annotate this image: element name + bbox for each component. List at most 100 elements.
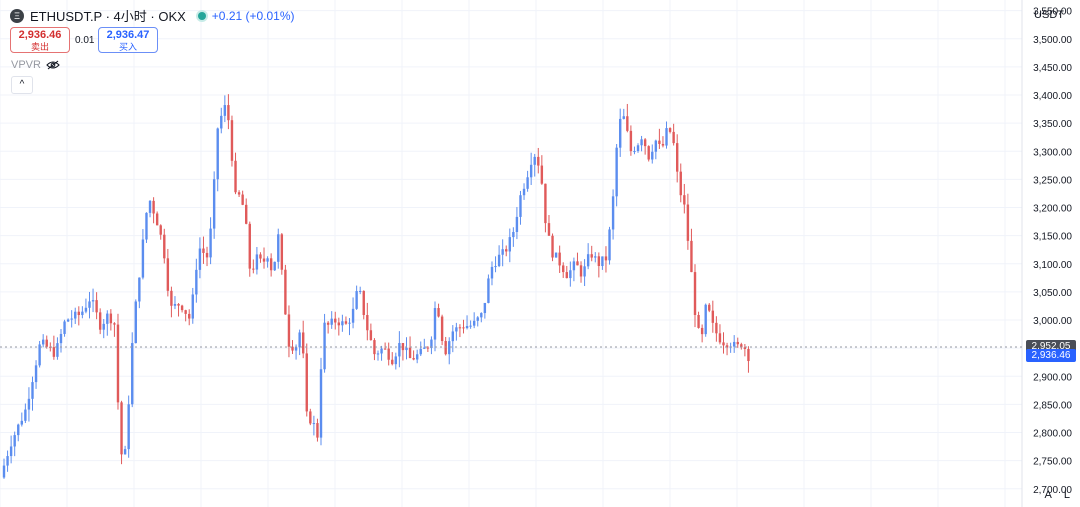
candle-body [123, 449, 127, 455]
candle-body [255, 254, 259, 270]
candle-body [576, 261, 579, 266]
candle-body [355, 291, 358, 309]
candle-body [747, 349, 750, 362]
candle-body [220, 115, 223, 129]
buy-label: 买入 [118, 42, 137, 52]
candle-body [601, 256, 604, 267]
candle-body [465, 326, 469, 329]
candle-body [362, 290, 365, 316]
candle-body [440, 316, 444, 342]
candle-body [31, 382, 34, 399]
candle-body [558, 252, 561, 266]
candle-body [141, 239, 145, 278]
candle-body [216, 128, 219, 180]
candle-body [134, 301, 137, 344]
candle-body [291, 346, 294, 351]
y-tick-label: 3,150.00 [1033, 232, 1072, 243]
candle-body [711, 310, 715, 323]
collapse-indicators-button[interactable]: ^ [11, 76, 33, 94]
candle-body [98, 312, 102, 330]
candle-body [547, 223, 551, 236]
candle-body [565, 272, 568, 279]
candle-body [505, 249, 508, 252]
candle-body [672, 131, 675, 144]
candle-body [401, 343, 405, 351]
candle-body [722, 342, 725, 346]
candle-body [455, 327, 458, 332]
candle-body [344, 321, 348, 324]
symbol-title[interactable]: ETHUSDT.P · 4小时 · OKX [30, 9, 186, 24]
candle-body [743, 347, 747, 350]
candle-body [284, 269, 287, 315]
y-tick-label: 3,400.00 [1033, 91, 1072, 102]
y-tick-label: 3,450.00 [1033, 63, 1072, 74]
candle-body [95, 300, 98, 313]
candle-body [469, 325, 472, 327]
currency-label[interactable]: USDT [1034, 9, 1064, 21]
candle-body [658, 140, 661, 144]
candle-body [273, 261, 276, 271]
candle-body [163, 234, 166, 259]
candle-body [27, 398, 31, 410]
candle-body [252, 268, 255, 270]
candle-body [145, 212, 148, 240]
candle-body [152, 200, 155, 214]
auto-scale-button[interactable]: A [1044, 489, 1052, 501]
candle-body [387, 348, 390, 360]
candle-body [715, 322, 718, 334]
eth-coin-icon: Ξ [10, 8, 24, 23]
candle-body [594, 256, 597, 258]
candle-body [579, 265, 583, 277]
candle-body [237, 192, 241, 195]
sell-label: 卖出 [30, 42, 49, 52]
candle-body [305, 353, 308, 412]
candle-body [636, 145, 640, 152]
candle-body [590, 254, 593, 258]
candle-body [380, 348, 383, 354]
candle-body [102, 323, 105, 330]
candle-body [312, 423, 316, 425]
candle-body [487, 278, 490, 303]
candle-body [494, 266, 497, 268]
vpvr-indicator[interactable]: VPVR [11, 59, 60, 71]
log-scale-button[interactable]: L [1063, 489, 1070, 501]
candle-body [223, 105, 227, 116]
candle-body [519, 195, 522, 217]
candle-body [451, 331, 454, 342]
candle-body [45, 339, 48, 347]
candle-body [348, 322, 351, 324]
candle-body [159, 225, 162, 235]
sell-button[interactable]: 2,936.46 卖出 [10, 27, 70, 53]
candle-body [433, 308, 437, 340]
y-tick-label: 3,000.00 [1033, 316, 1072, 327]
candle-body [622, 116, 625, 119]
candle-body [366, 315, 369, 331]
candle-body [718, 333, 722, 343]
candle-body [608, 229, 611, 261]
candle-body [227, 105, 230, 121]
candle-body [77, 311, 80, 316]
candle-body [448, 341, 451, 355]
candle-body [188, 313, 191, 319]
candle-body [287, 314, 291, 347]
candle-body [138, 277, 141, 302]
buy-button[interactable]: 2,936.47 买入 [98, 27, 158, 53]
candle-body [230, 120, 234, 161]
candle-body [91, 300, 95, 302]
y-tick-label: 2,850.00 [1033, 400, 1072, 411]
candle-body [280, 234, 284, 270]
y-tick-label: 3,100.00 [1033, 260, 1072, 271]
candle-body [537, 156, 540, 166]
candle-body [732, 341, 736, 347]
candle-body [679, 171, 682, 196]
eye-hidden-icon[interactable] [46, 60, 60, 70]
candle-body [740, 344, 743, 348]
candle-body [665, 128, 668, 146]
candle-body [643, 139, 647, 147]
candle-body [106, 313, 109, 324]
candle-body [266, 258, 269, 262]
candle-body [633, 151, 636, 153]
candle-body [341, 321, 344, 326]
candle-body [277, 234, 280, 262]
